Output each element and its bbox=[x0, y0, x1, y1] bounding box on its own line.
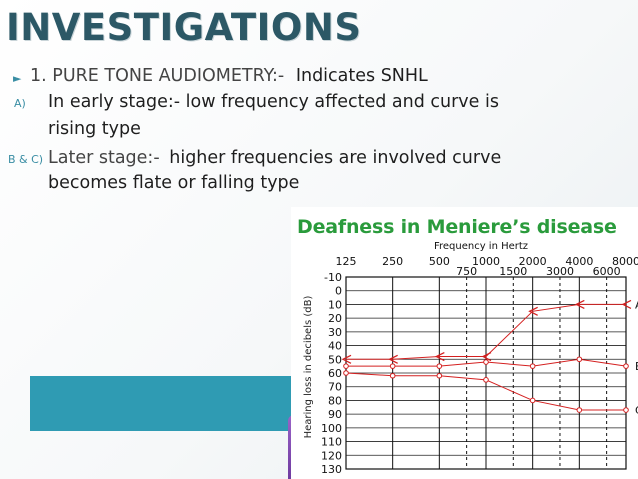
chart-title: Deafness in Meniere’s disease bbox=[297, 216, 617, 238]
data-point bbox=[623, 407, 629, 413]
y-tick-label: 20 bbox=[328, 312, 342, 325]
data-point bbox=[389, 372, 396, 379]
audiogram-figure: Deafness in Meniere’s disease Frequency … bbox=[291, 207, 638, 479]
point-1-prefix: 1. PURE TONE AUDIOMETRY:- bbox=[30, 66, 285, 86]
x-tick-label: 6000 bbox=[593, 265, 621, 278]
data-point bbox=[576, 356, 583, 363]
data-point bbox=[341, 354, 352, 364]
item-bc-marker: B & C) bbox=[8, 153, 44, 166]
data-point bbox=[574, 299, 585, 310]
y-tick-label: 90 bbox=[328, 408, 342, 421]
data-point bbox=[434, 351, 445, 362]
series-line bbox=[346, 303, 626, 360]
y-tick-label: 40 bbox=[328, 340, 342, 353]
x-tick-label: 1500 bbox=[499, 265, 527, 278]
y-tick-label: 130 bbox=[321, 463, 342, 476]
y-tick-label: 30 bbox=[328, 326, 342, 339]
bullet-arrow-icon: ► bbox=[13, 72, 22, 85]
data-point bbox=[576, 407, 583, 413]
x-tick-label: 500 bbox=[429, 255, 450, 268]
slide-title: INVESTIGATIONS bbox=[6, 6, 362, 49]
data-point bbox=[343, 363, 349, 369]
data-point bbox=[436, 363, 443, 369]
x-tick-label: 8000 bbox=[612, 255, 638, 268]
x-tick-label: 1000 bbox=[472, 255, 500, 268]
data-point bbox=[623, 363, 629, 369]
y-tick-label: 0 bbox=[335, 285, 342, 298]
x-tick-label: 750 bbox=[456, 265, 477, 278]
item-bc-line-1-rest: higher frequencies are involved curve bbox=[169, 148, 502, 168]
y-tick-label: 120 bbox=[321, 449, 342, 462]
y-axis-label: Hearing loss in decibels (dB) bbox=[303, 296, 314, 439]
y-tick-label: 50 bbox=[328, 353, 342, 366]
y-tick-label: 10 bbox=[328, 298, 342, 311]
point-1: 1. PURE TONE AUDIOMETRY:- Indicates SNHL bbox=[30, 66, 428, 86]
y-tick-label: 100 bbox=[321, 422, 342, 435]
item-bc-label: Later stage:- bbox=[48, 148, 160, 168]
y-tick-label: 70 bbox=[328, 381, 342, 394]
series-label: A bbox=[635, 298, 638, 311]
data-point bbox=[481, 351, 492, 362]
x-tick-label: 3000 bbox=[546, 265, 574, 278]
y-tick-label: 110 bbox=[321, 436, 342, 449]
y-tick-label: -10 bbox=[324, 271, 342, 284]
item-a-line-1: In early stage:- low frequency affected … bbox=[48, 92, 499, 112]
data-point bbox=[436, 372, 443, 379]
item-bc-line-1: Later stage:- higher frequencies are inv… bbox=[48, 148, 501, 168]
decorative-band bbox=[30, 376, 300, 431]
data-point bbox=[483, 377, 489, 383]
data-point bbox=[483, 359, 489, 365]
x-tick-label: 250 bbox=[382, 255, 403, 268]
data-point bbox=[621, 299, 632, 310]
x-tick-label: 125 bbox=[336, 255, 357, 268]
data-point bbox=[528, 306, 538, 316]
x-tick-label: 2000 bbox=[519, 255, 547, 268]
series-label: B bbox=[635, 360, 638, 373]
point-1-text: Indicates SNHL bbox=[295, 66, 428, 86]
data-point bbox=[529, 363, 536, 369]
data-point bbox=[529, 397, 536, 404]
data-point bbox=[343, 370, 349, 376]
item-a-marker: A) bbox=[14, 97, 26, 110]
data-point bbox=[389, 363, 396, 369]
y-tick-label: 80 bbox=[328, 394, 342, 407]
x-tick-label: 4000 bbox=[565, 255, 593, 268]
audiogram-chart: Frequency in Hertz 125 250 500 1000 2000 4000… bbox=[303, 241, 638, 476]
item-bc-line-2: becomes flate or falling type bbox=[48, 173, 300, 193]
series-label: C bbox=[635, 404, 638, 417]
x-axis-label: Frequency in Hertz bbox=[434, 241, 528, 252]
item-a-line-2: rising type bbox=[48, 119, 141, 139]
data-point bbox=[388, 354, 398, 364]
y-tick-label: 60 bbox=[328, 367, 342, 380]
